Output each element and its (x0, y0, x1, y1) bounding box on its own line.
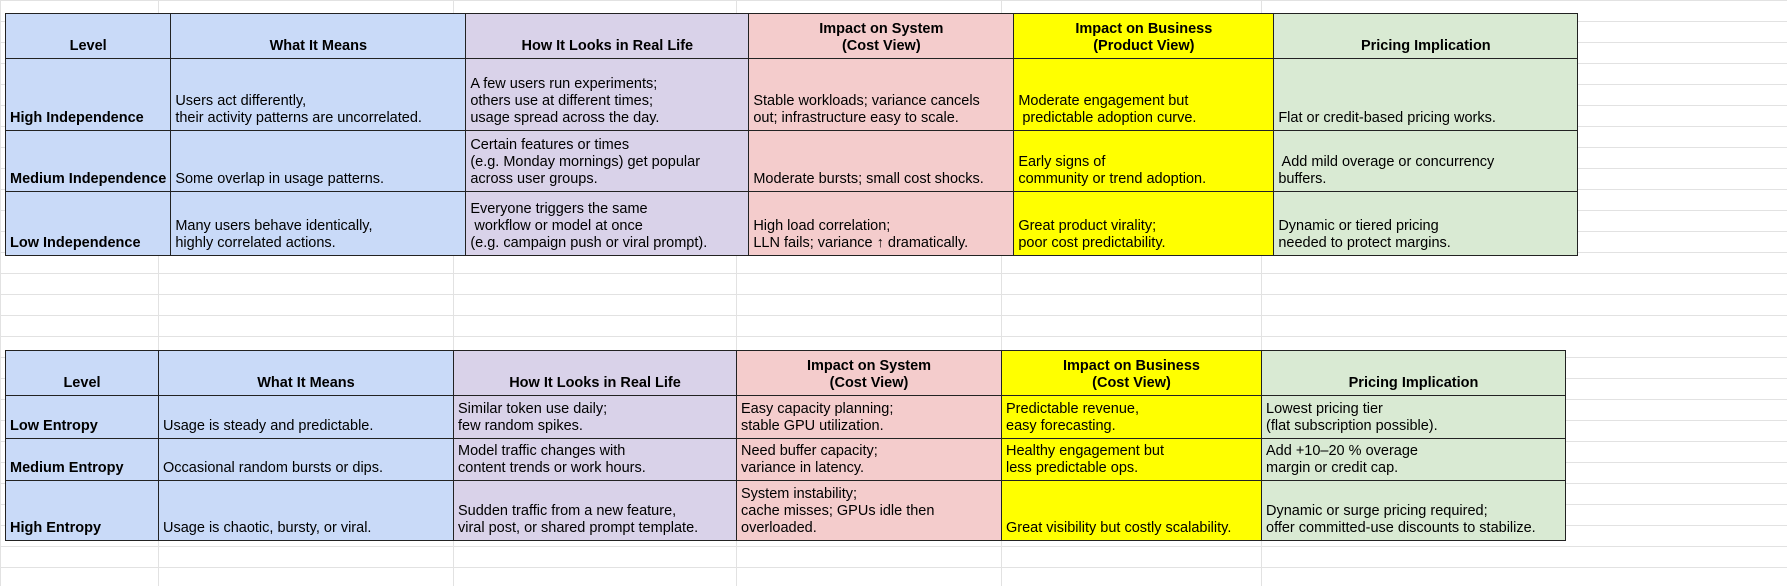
level-cell[interactable]: Medium Independence (4, 130, 172, 192)
grid-column-line (158, 0, 159, 586)
header-what-it-means[interactable]: What It Means (170, 13, 467, 59)
entropy-table: Level What It Means How It Looks in Real… (5, 350, 1566, 541)
meaning-cell[interactable]: Occasional random bursts or dips. (158, 438, 454, 481)
header-impact-business[interactable]: Impact on Business (Cost View) (1001, 350, 1262, 396)
pricing-cell[interactable]: Add mild overage or concurrency buffers. (1273, 130, 1579, 192)
header-impact-system[interactable]: Impact on System (Cost View) (736, 350, 1002, 396)
business-impact-cell[interactable]: Moderate engagement but predictable adop… (1013, 58, 1275, 131)
business-impact-cell[interactable]: Predictable revenue, easy forecasting. (1001, 395, 1262, 439)
header-row: Level What It Means How It Looks in Real… (5, 350, 1566, 396)
real-life-cell[interactable]: Similar token use daily; few random spik… (453, 395, 737, 439)
pricing-cell[interactable]: Lowest pricing tier (flat subscription p… (1261, 395, 1566, 439)
real-life-cell[interactable]: Model traffic changes with content trend… (453, 438, 737, 481)
header-what-it-means[interactable]: What It Means (158, 350, 454, 396)
meaning-cell[interactable]: Usage is steady and predictable. (158, 395, 454, 439)
real-life-cell[interactable]: Sudden traffic from a new feature, viral… (453, 480, 737, 541)
real-life-cell[interactable]: Certain features or times (e.g. Monday m… (465, 130, 750, 192)
header-real-life[interactable]: How It Looks in Real Life (453, 350, 737, 396)
business-impact-cell[interactable]: Great product virality; poor cost predic… (1013, 191, 1275, 256)
table-row: High Independence Users act differently,… (4, 58, 1579, 131)
header-pricing[interactable]: Pricing Implication (1273, 13, 1579, 59)
system-impact-cell[interactable]: High load correlation; LLN fails; varian… (748, 191, 1015, 256)
level-cell[interactable]: High Independence (4, 58, 172, 131)
header-real-life[interactable]: How It Looks in Real Life (465, 13, 750, 59)
pricing-cell[interactable]: Dynamic or tiered pricing needed to prot… (1273, 191, 1579, 256)
header-level[interactable]: Level (5, 350, 159, 396)
level-cell[interactable]: Low Entropy (5, 395, 159, 439)
system-impact-cell[interactable]: Moderate bursts; small cost shocks. (748, 130, 1015, 192)
business-impact-cell[interactable]: Great visibility but costly scalability. (1001, 480, 1262, 541)
meaning-cell[interactable]: Users act differently, their activity pa… (170, 58, 467, 131)
pricing-cell[interactable]: Add +10–20 % overage margin or credit ca… (1261, 438, 1566, 481)
business-impact-cell[interactable]: Healthy engagement but less predictable … (1001, 438, 1262, 481)
level-cell[interactable]: Medium Entropy (5, 438, 159, 481)
meaning-cell[interactable]: Many users behave identically, highly co… (170, 191, 467, 256)
real-life-cell[interactable]: A few users run experiments; others use … (465, 58, 750, 131)
header-impact-system[interactable]: Impact on System (Cost View) (748, 13, 1015, 59)
header-impact-business[interactable]: Impact on Business (Product View) (1013, 13, 1275, 59)
system-impact-cell[interactable]: Easy capacity planning; stable GPU utili… (736, 395, 1002, 439)
header-row: Level What It Means How It Looks in Real… (4, 13, 1579, 59)
pricing-cell[interactable]: Flat or credit-based pricing works. (1273, 58, 1579, 131)
table-row: Medium Independence Some overlap in usag… (4, 130, 1579, 192)
pricing-cell[interactable]: Dynamic or surge pricing required; offer… (1261, 480, 1566, 541)
level-cell[interactable]: Low Independence (4, 191, 172, 256)
header-pricing[interactable]: Pricing Implication (1261, 350, 1566, 396)
grid-column-line (1001, 0, 1002, 586)
system-impact-cell[interactable]: Need buffer capacity; variance in latenc… (736, 438, 1002, 481)
business-impact-cell[interactable]: Early signs of community or trend adopti… (1013, 130, 1275, 192)
header-level[interactable]: Level (4, 13, 172, 59)
independence-table: Level What It Means How It Looks in Real… (4, 13, 1579, 256)
level-cell[interactable]: High Entropy (5, 480, 159, 541)
grid-column-line (736, 0, 737, 586)
table-row: Medium Entropy Occasional random bursts … (5, 438, 1566, 481)
real-life-cell[interactable]: Everyone triggers the same workflow or m… (465, 191, 750, 256)
table-row: High Entropy Usage is chaotic, bursty, o… (5, 480, 1566, 541)
meaning-cell[interactable]: Usage is chaotic, bursty, or viral. (158, 480, 454, 541)
table-row: Low Entropy Usage is steady and predicta… (5, 395, 1566, 439)
system-impact-cell[interactable]: System instability; cache misses; GPUs i… (736, 480, 1002, 541)
grid-column-line (453, 0, 454, 586)
grid-column-line (1261, 0, 1262, 586)
system-impact-cell[interactable]: Stable workloads; variance cancels out; … (748, 58, 1015, 131)
table-row: Low Independence Many users behave ident… (4, 191, 1579, 256)
meaning-cell[interactable]: Some overlap in usage patterns. (170, 130, 467, 192)
